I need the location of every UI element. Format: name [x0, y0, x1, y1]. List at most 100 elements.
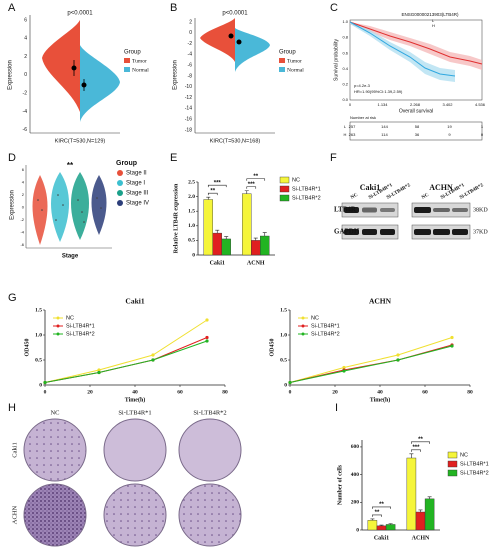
violin-a — [29, 15, 120, 134]
chart-title: Caki1 — [125, 297, 144, 306]
cell-line: Caki1 — [360, 183, 380, 192]
y-tick-label: -6 — [23, 127, 28, 133]
legend-swatch — [279, 67, 285, 72]
error-bar — [409, 453, 414, 458]
legend-title: Group — [116, 160, 137, 167]
y-tick-label: 1.0 — [342, 19, 348, 24]
significance-bracket — [207, 192, 218, 196]
legend-label: Si-LTB4R*2 — [311, 331, 340, 337]
error-bar — [388, 523, 393, 525]
hazard-ratio: HR=1.90(95%CI:1.39,2.59) — [354, 89, 403, 94]
y-tick-label: 0.5 — [35, 357, 42, 363]
y-axis-label: OD450 — [269, 339, 275, 357]
significance: ** — [379, 502, 384, 508]
y-tick-label: 400 — [351, 472, 360, 478]
colony-plates — [23, 418, 242, 547]
legend-swatch — [124, 58, 130, 63]
risk-cell: 58 — [415, 124, 420, 129]
y-tick-label: 0 — [356, 527, 359, 533]
y-tick-label: 1.0 — [280, 332, 287, 338]
marker — [396, 353, 400, 357]
error-bar — [418, 509, 423, 512]
y-tick-label: -4 — [188, 52, 193, 58]
marker — [450, 335, 454, 340]
significance-bracket — [207, 184, 227, 188]
legend-swatch — [447, 460, 458, 468]
risk-cell: 263 — [349, 132, 356, 137]
y-tick-label: 0 — [189, 30, 192, 36]
y-tick-label: 0 — [24, 72, 27, 78]
x-axis-label: Stage — [62, 254, 79, 260]
legend-label: Normal — [287, 67, 304, 73]
significance-bracket — [246, 186, 257, 189]
column-label: Si-LTB4R*1 — [118, 409, 151, 416]
bar — [221, 238, 231, 256]
violin-d — [25, 165, 112, 249]
risk-cell: L — [344, 124, 347, 129]
legend-title: Group — [124, 50, 141, 56]
p-value: p<0.0001 — [222, 11, 248, 17]
error-bar — [370, 518, 375, 521]
x-tick-label: 80 — [467, 389, 473, 395]
y-tick-label: 0 — [284, 382, 287, 388]
x-axis-label: Time(h) — [125, 396, 146, 403]
panel-letter: B — [170, 2, 177, 14]
risk-title: Number at risk — [350, 115, 376, 120]
western-blot — [341, 202, 471, 240]
legend-swatch — [279, 58, 285, 63]
x-axis-label: Time(h) — [370, 396, 391, 403]
chart-title: ACHN — [369, 297, 392, 306]
x-tick-label: 40 — [132, 389, 138, 395]
y-tick-label: 0.0 — [342, 97, 348, 102]
x-tick-label: 20 — [87, 389, 93, 395]
y-tick-label: 4 — [24, 36, 27, 42]
y-axis-label: Number of cells — [337, 464, 343, 505]
y-tick-label: 1.5 — [280, 307, 287, 313]
y-axis-label: OD450 — [24, 339, 30, 357]
y-tick-label: 2 — [22, 192, 25, 197]
cell-line: ACHN — [429, 183, 453, 192]
bar — [424, 498, 435, 531]
marker — [97, 370, 101, 375]
x-axis-label: Overall survival — [399, 108, 433, 114]
p-value: p<0.0001 — [67, 11, 93, 17]
risk-cell: 9 — [448, 132, 451, 137]
x-tick-label: 60 — [177, 389, 183, 395]
marker — [205, 318, 209, 322]
marker — [342, 369, 346, 373]
y-tick-label: 1.0 — [188, 223, 195, 229]
significance-bracket — [372, 514, 382, 517]
significance-bracket — [411, 449, 421, 452]
y-tick-label: -4 — [20, 230, 24, 235]
legend-marker — [56, 316, 60, 320]
y-axis-label: Expression — [10, 190, 16, 220]
bar — [251, 240, 261, 256]
risk-cell: 257 — [349, 124, 356, 129]
line — [44, 340, 208, 383]
panel-letter: G — [8, 292, 17, 304]
bar — [203, 199, 213, 256]
x-tick-label: 80 — [222, 389, 228, 395]
y-tick-label: -12 — [185, 95, 192, 101]
x-tick-label: 60 — [422, 389, 428, 395]
bar — [376, 525, 387, 531]
legend-swatch — [279, 185, 290, 193]
y-axis-label: Expression — [8, 60, 14, 90]
x-tick-label: 4.536 — [475, 102, 486, 107]
risk-cell: H — [344, 132, 347, 137]
km-title: ENSG00000213903(LTB4R) — [402, 12, 459, 17]
risk-cell: 1 — [481, 124, 484, 129]
panel-letter: A — [8, 2, 16, 14]
risk-cell: 19 — [447, 124, 452, 129]
legend-marker — [56, 324, 60, 328]
legend-label: Si-LTB4R*2 — [460, 470, 489, 476]
legend-label: Stage III — [126, 191, 149, 197]
y-tick-label: 0.5 — [188, 238, 195, 244]
marker — [205, 335, 209, 340]
significance-bracket — [246, 178, 266, 181]
bar — [367, 520, 378, 531]
legend-label: Stage II — [126, 171, 147, 177]
legend-label: Normal — [132, 67, 149, 73]
y-tick-label: -18 — [185, 127, 192, 133]
legend-swatch — [279, 176, 290, 184]
